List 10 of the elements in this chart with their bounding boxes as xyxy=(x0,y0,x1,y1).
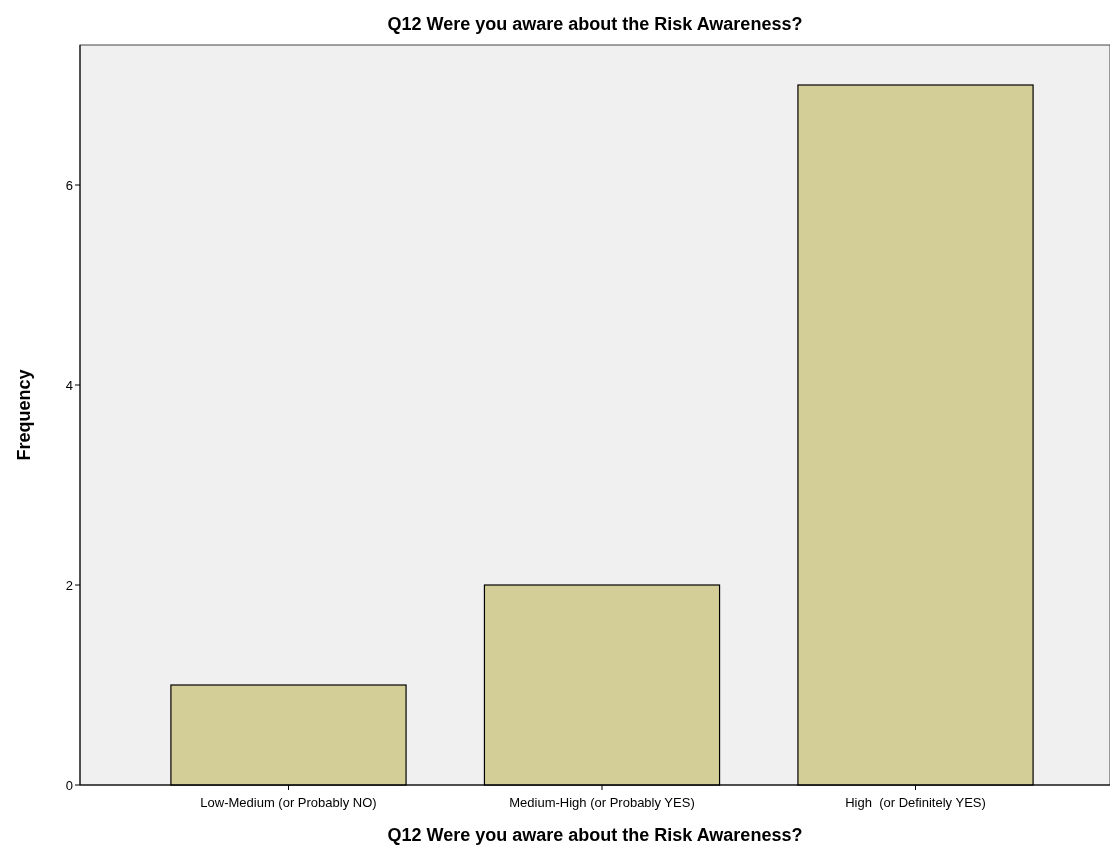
y-axis-title: Frequency xyxy=(14,369,34,461)
x-tick-label: Low-Medium (or Probably NO) xyxy=(200,795,377,810)
y-tick-label: 6 xyxy=(65,177,73,193)
y-tick-label: 2 xyxy=(65,577,73,593)
x-axis-title: Q12 Were you aware about the Risk Awareness? xyxy=(387,825,803,845)
x-tick-label: Medium-High (or Probably YES) xyxy=(509,795,695,810)
x-tick-label: High (or Definitely YES) xyxy=(845,795,986,810)
y-tick-label: 0 xyxy=(65,777,73,793)
chart-title: Q12 Were you aware about the Risk Awareness? xyxy=(387,14,803,34)
y-tick-label: 4 xyxy=(65,377,73,393)
